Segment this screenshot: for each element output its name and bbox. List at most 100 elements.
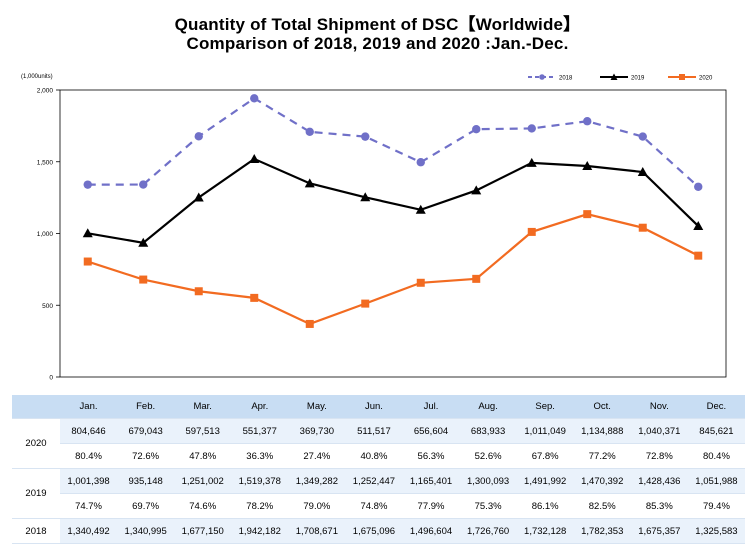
data-point-2020	[694, 251, 703, 260]
data-point-2020	[194, 287, 203, 296]
data-point-2018	[416, 158, 425, 167]
data-point-2018	[139, 180, 148, 189]
data-point-2018	[194, 132, 203, 141]
table-cell-value: 597,513	[174, 418, 232, 444]
table-cell-value: 369,730	[288, 418, 346, 444]
data-point-2019	[304, 178, 315, 188]
table-header-month: Mar.	[174, 395, 232, 419]
table-cell-value: 1,726,760	[459, 518, 517, 544]
table-cell-value: 511,517	[345, 418, 403, 444]
data-point-2020	[305, 319, 314, 328]
table-header-month: Jul.	[402, 395, 460, 419]
data-point-2019	[637, 167, 648, 177]
data-point-2018	[83, 180, 92, 189]
table-row-year: 2020	[12, 418, 60, 469]
data-point-2018	[472, 125, 481, 134]
y-tick-label: 2,000	[37, 88, 54, 95]
table-cell-value: 683,933	[459, 418, 517, 444]
data-point-2020	[527, 227, 536, 236]
data-point-2019	[360, 192, 371, 202]
table-cell-value: 1,428,436	[630, 468, 688, 494]
data-table: Jan. Feb. Mar. Apr. May. Jun. Jul. Aug. Sep. Oct.…	[12, 395, 745, 544]
table-header-row: Jan. Feb. Mar. Apr. May. Jun. Jul. Aug. Sep. Oct.…	[12, 395, 745, 419]
table-cell-value: 656,604	[402, 418, 460, 444]
data-point-2018	[527, 124, 536, 133]
chart-title: Quantity of Total Shipment of DSC【Worldw…	[174, 15, 581, 34]
series-line-2018	[87, 96, 699, 188]
table-cell-value: 1,491,992	[516, 468, 574, 494]
table-cell-ratio: 72.6%	[117, 443, 175, 469]
data-point-2020	[638, 223, 647, 232]
line-chart: 0 500 1,000 1,500 2,000 (1,000units) 2018 2019 2…	[21, 73, 727, 382]
table-header-month: Jan.	[60, 395, 118, 419]
data-point-2020	[250, 293, 259, 302]
table-row-values-2019: 2019 1,001,398 935,148 1,251,002 1,519,378 1,…	[12, 468, 745, 519]
table-cell-value: 1,001,398	[60, 468, 118, 494]
chart-subtitle: Comparison of 2018, 2019 and 2020 :Jan.-…	[186, 34, 569, 53]
legend-marker-2018	[539, 74, 545, 80]
table-cell-ratio: 74.7%	[60, 493, 118, 519]
table-cell-ratio: 27.4%	[288, 443, 346, 469]
table-cell-value: 1,496,604	[402, 518, 460, 544]
table-cell-ratio: 80.4%	[60, 443, 118, 469]
table-header-month: Jun.	[345, 395, 403, 419]
table-cell-value: 1,300,093	[459, 468, 517, 494]
data-point-2019	[82, 228, 93, 238]
y-tick-label: 500	[42, 303, 53, 310]
table-header-month: May.	[288, 395, 346, 419]
data-point-2019	[249, 153, 260, 163]
y-tick-label: 0	[49, 375, 53, 382]
table-row-year: 2018	[12, 518, 60, 544]
legend-label-2020: 2020	[699, 75, 713, 81]
data-point-2019	[471, 185, 482, 195]
table-cell-ratio: 56.3%	[402, 443, 460, 469]
table-corner	[12, 395, 60, 419]
series-line-2020	[87, 213, 699, 326]
table-cell-ratio: 77.2%	[573, 443, 631, 469]
data-point-2018	[638, 132, 647, 141]
table-cell-ratio: 75.3%	[459, 493, 517, 519]
data-point-2018	[305, 127, 314, 137]
table-cell-ratio: 74.6%	[174, 493, 232, 519]
table-header-month: Feb.	[117, 395, 175, 419]
table-cell-ratio: 40.8%	[345, 443, 403, 469]
legend-marker-2020	[679, 74, 685, 80]
table-cell-value: 1,708,671	[288, 518, 346, 544]
legend-marker-2019	[610, 73, 618, 80]
data-point-2019	[526, 157, 537, 167]
data-point-2020	[416, 278, 425, 287]
table-cell-value: 1,782,353	[573, 518, 631, 544]
table-header-month: Nov.	[630, 395, 688, 419]
table-header-month: Aug.	[459, 395, 517, 419]
table-cell-value: 1,040,371	[630, 418, 688, 444]
data-point-2019	[138, 237, 149, 247]
table-row-year: 2019	[12, 468, 60, 519]
table-cell-ratio: 82.5%	[573, 493, 631, 519]
table-cell-value: 1,349,282	[288, 468, 346, 494]
table-cell-ratio: 52.6%	[459, 443, 517, 469]
data-point-2020	[139, 275, 148, 284]
table-cell-value: 1,134,888	[573, 418, 631, 444]
table-cell-value: 1,340,492	[60, 518, 118, 544]
table-cell-ratio: 79.0%	[288, 493, 346, 519]
table-header-month: Dec.	[687, 395, 745, 419]
table-cell-ratio: 86.1%	[516, 493, 574, 519]
table-cell-value: 679,043	[117, 418, 175, 444]
table-row-ratios-2019: 74.7% 69.7% 74.6% 78.2% 79.0% 74.8% 77.9% 75.3%…	[12, 493, 745, 519]
data-point-2020	[361, 299, 370, 308]
data-point-2018	[694, 182, 703, 191]
table-cell-ratio: 47.8%	[174, 443, 232, 469]
legend-label-2019: 2019	[631, 75, 645, 81]
table-cell-value: 1,011,049	[516, 418, 574, 444]
table-cell-value: 1,732,128	[516, 518, 574, 544]
table-row-ratios-2020: 80.4% 72.6% 47.8% 36.3% 27.4% 40.8% 56.3% 52.6%…	[12, 443, 745, 469]
table-cell-ratio: 80.4%	[687, 443, 745, 469]
table-cell-ratio: 72.8%	[630, 443, 688, 469]
data-point-2020	[83, 257, 92, 266]
table-cell-value: 1,519,378	[231, 468, 289, 494]
data-point-2020	[472, 274, 481, 283]
table-cell-value: 1,470,392	[573, 468, 631, 494]
table-cell-value: 1,340,995	[117, 518, 175, 544]
data-point-2019	[582, 160, 593, 170]
table-cell-value: 1,942,182	[231, 518, 289, 544]
